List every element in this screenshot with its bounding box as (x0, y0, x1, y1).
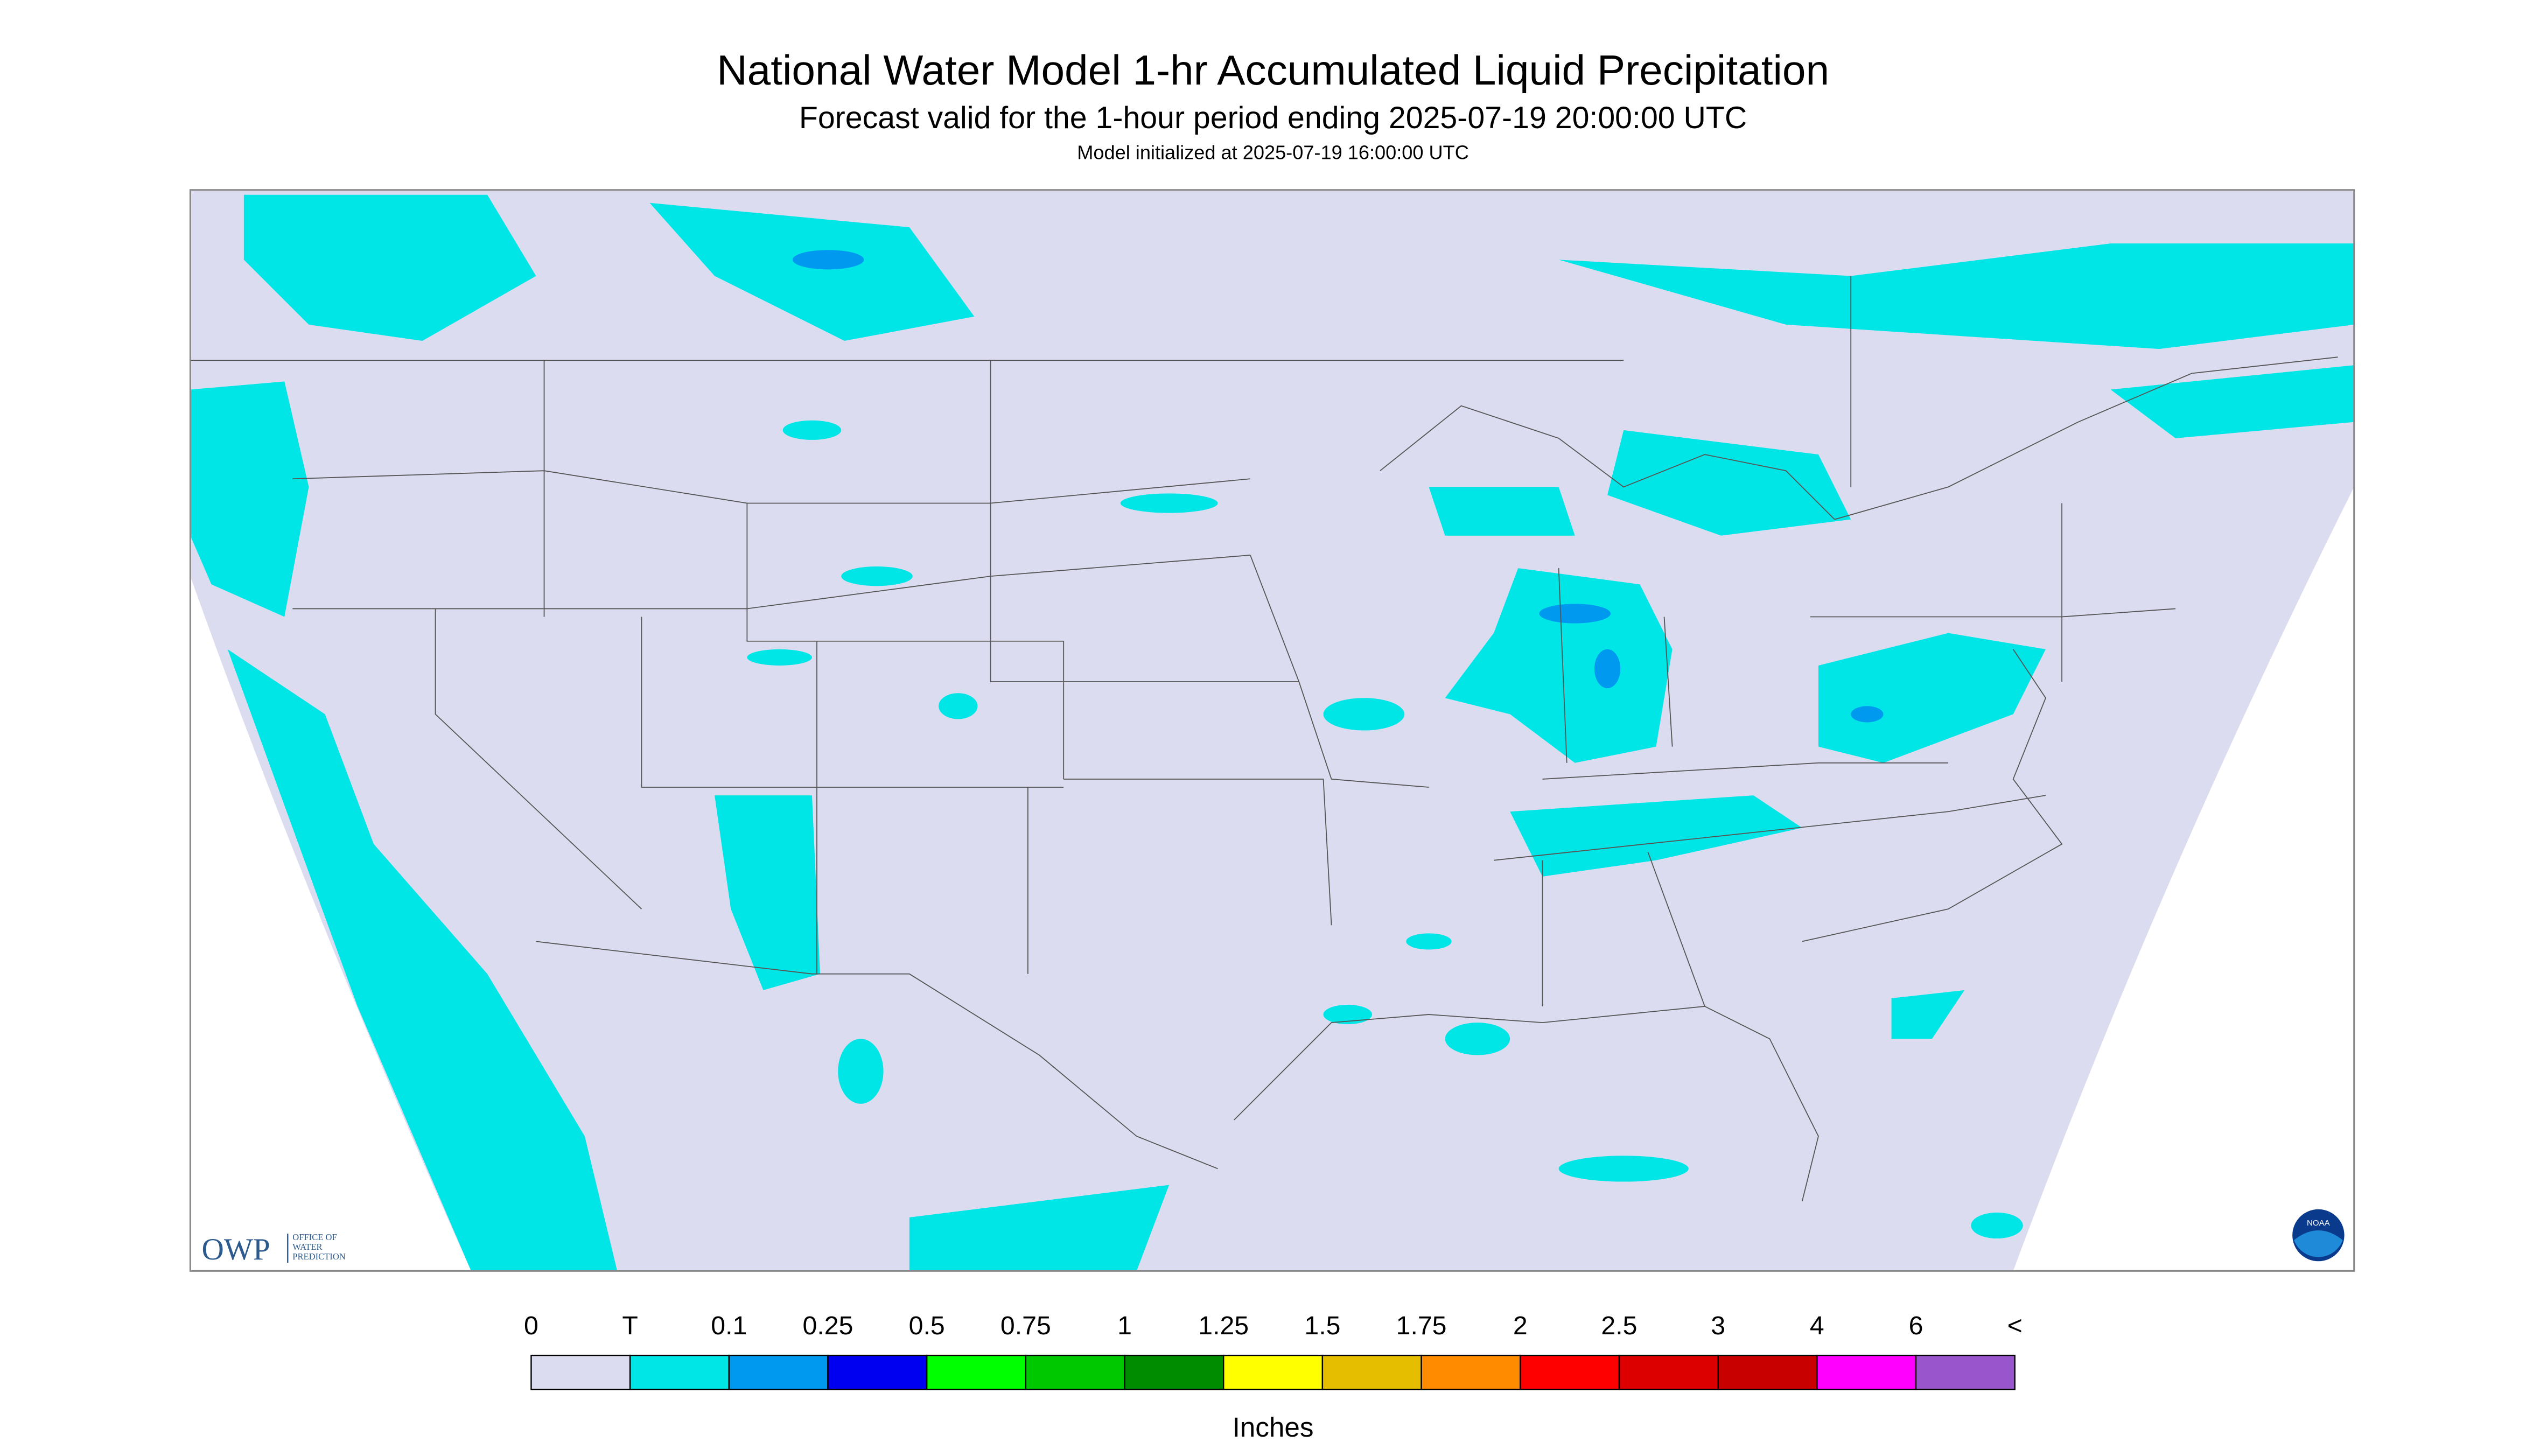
legend-swatch (530, 1354, 631, 1390)
legend-swatch (1618, 1354, 1719, 1390)
legend-swatch (1124, 1354, 1224, 1390)
legend-swatch (827, 1354, 928, 1390)
legend-swatch (1816, 1354, 1917, 1390)
legend-label: < (2007, 1311, 2023, 1340)
legend-swatch (1915, 1354, 2016, 1390)
map (189, 189, 2355, 1272)
legend-label: 1.5 (1304, 1311, 1340, 1340)
owp-line: WATER (292, 1242, 323, 1252)
legend-unit: Inches (1233, 1412, 1314, 1443)
legend-swatch (1025, 1354, 1125, 1390)
legend-label: 2.5 (1601, 1311, 1637, 1340)
state-borders (190, 276, 2338, 1201)
legend-swatch (1717, 1354, 1818, 1390)
legend-label: 2 (1513, 1311, 1528, 1340)
owp-line: PREDICTION (292, 1251, 345, 1262)
legend-label: 0.25 (803, 1311, 853, 1340)
legend-swatch (728, 1354, 829, 1390)
owp-acronym: OWP (201, 1233, 270, 1266)
legend-label: T (622, 1311, 638, 1340)
legend-label: 4 (1810, 1311, 1824, 1340)
legend-label: 0.5 (909, 1311, 945, 1340)
owp-line: OFFICE OF (292, 1232, 337, 1242)
subtitle: Forecast valid for the 1-hour period end… (799, 101, 1747, 135)
map-frame (189, 189, 2355, 1272)
legend: Inches 0 T 0.1 0.25 0.5 0.75 1 1.25 1.5 1.75 2 2.5 3… (524, 1311, 2023, 1443)
legend-label: 1.25 (1198, 1311, 1249, 1340)
legend-swatch (1321, 1354, 1422, 1390)
legend-label: 1.75 (1396, 1311, 1447, 1340)
title: National Water Model 1-hr Accumulated Li… (717, 46, 1829, 94)
init-note: Model initialized at 2025-07-19 16:00:00… (1077, 141, 1469, 163)
noaa-text: NOAA (2307, 1219, 2331, 1228)
noaa-logo: NOAA (2292, 1209, 2345, 1262)
legend-swatch (1520, 1354, 1620, 1390)
legend-label: 6 (1909, 1311, 1923, 1340)
owp-logo: OWP OFFICE OF WATER PREDICTION (201, 1232, 345, 1266)
legend-label: 3 (1711, 1311, 1725, 1340)
precip (190, 194, 2354, 1271)
legend-label: 0.1 (711, 1311, 747, 1340)
legend-swatch (629, 1354, 730, 1390)
legend-swatch (1223, 1354, 1324, 1390)
legend-label: 0 (524, 1311, 538, 1340)
legend-swatch (1421, 1354, 1521, 1390)
legend-label: 0.75 (1000, 1311, 1051, 1340)
legend-swatch (926, 1354, 1027, 1390)
legend-label: 1 (1117, 1311, 1132, 1340)
